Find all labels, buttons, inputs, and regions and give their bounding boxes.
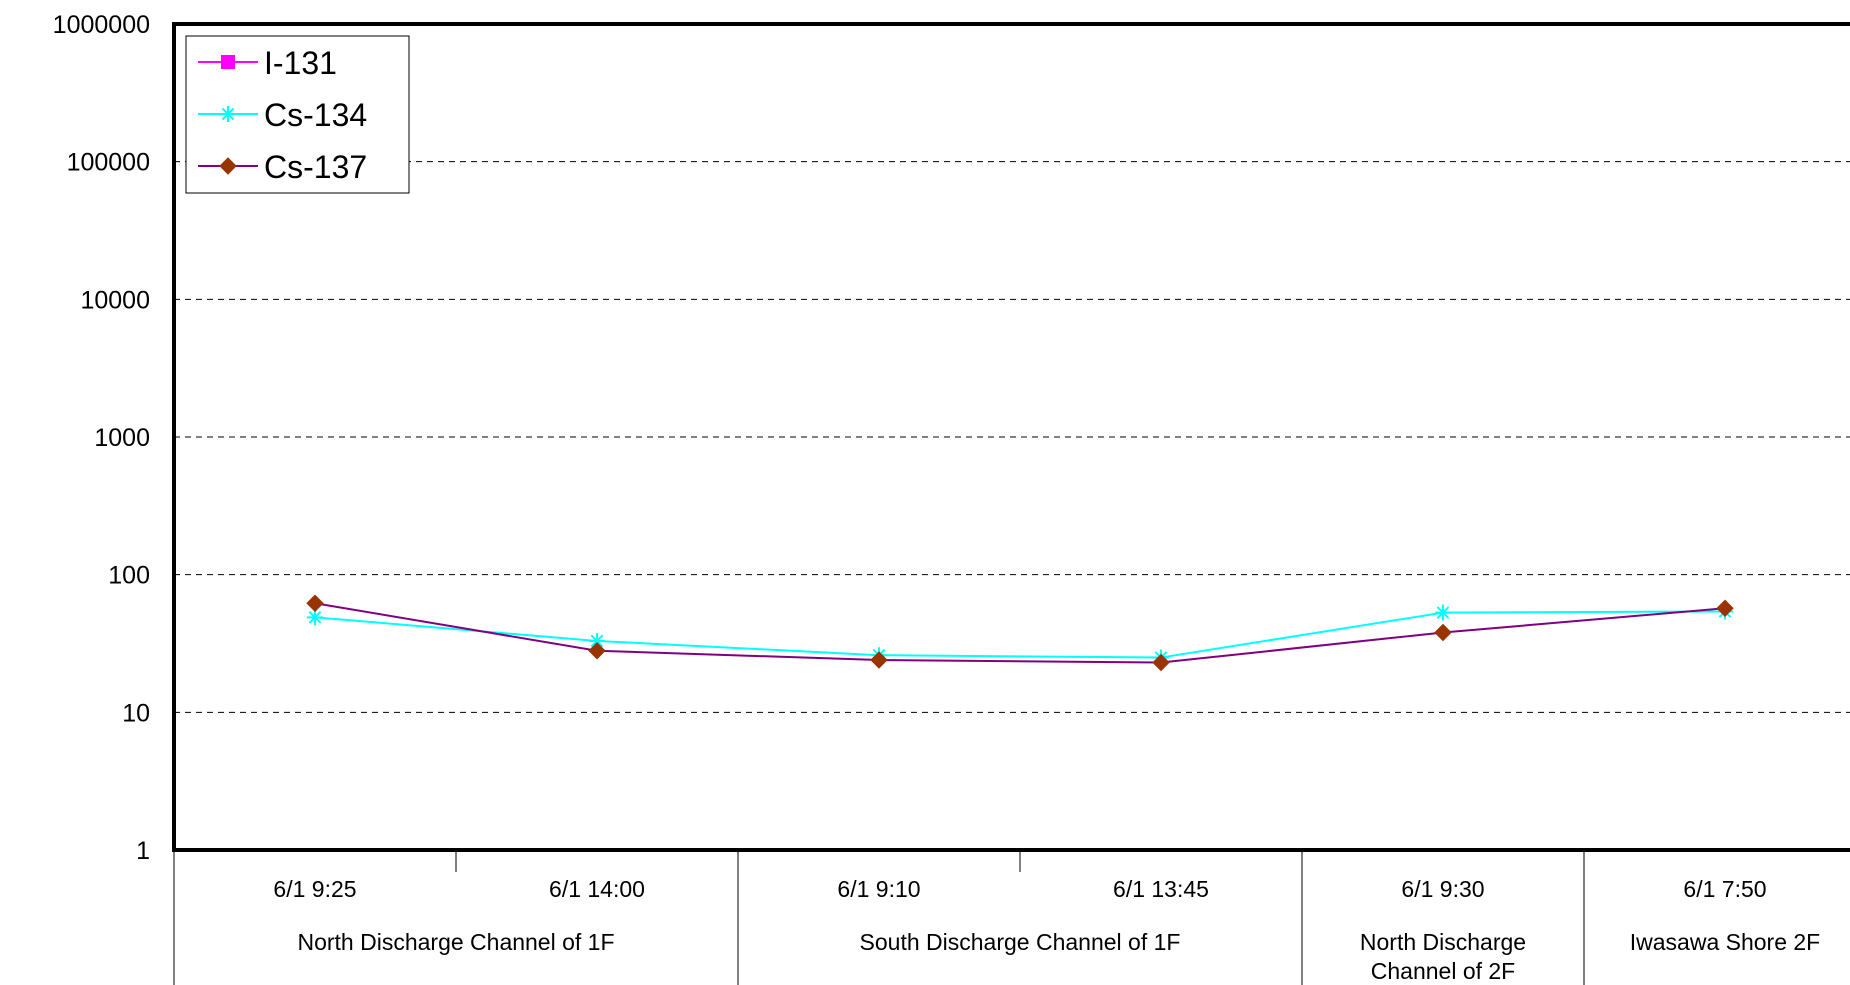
series-marker <box>307 609 323 626</box>
series-line <box>314 602 1726 664</box>
y-tick-label: 1 <box>136 837 150 865</box>
series-marker <box>588 642 606 660</box>
series-marker <box>870 651 888 669</box>
gridlines <box>174 161 1850 713</box>
legend-label: Cs-137 <box>264 149 367 185</box>
plot-frame <box>172 22 1850 852</box>
y-tick-label: 100 <box>108 562 150 590</box>
x-axis: 6/1 9:25 6/1 14:00 6/1 9:10 6/1 13:45 6/1 9:… <box>173 850 1820 985</box>
x-tick-label: 6/1 7:50 <box>1683 876 1766 902</box>
y-tick-label: 10 <box>122 699 150 727</box>
series-line <box>314 610 1726 659</box>
series-marker <box>1434 623 1452 642</box>
legend: I-131 Cs-134 Cs-137 <box>185 35 410 194</box>
y-axis: 1 10 100 1000 10000 100000 1000000 <box>53 11 150 865</box>
series-marker <box>1716 599 1734 617</box>
y-tick-label: 100000 <box>67 149 150 177</box>
legend-label: Cs-134 <box>264 97 367 133</box>
x-tick-label: 6/1 9:25 <box>273 876 356 902</box>
x-group-label: North Discharge <box>1360 929 1526 955</box>
series-marker <box>1435 604 1451 621</box>
x-tick-label: 6/1 14:00 <box>549 876 645 902</box>
x-group-label: North Discharge Channel of 1F <box>297 929 614 955</box>
series-marker <box>219 157 237 175</box>
x-group-label: Channel of 2F <box>1371 958 1515 984</box>
x-tick-label: 6/1 9:10 <box>837 876 920 902</box>
legend-label: I-131 <box>264 45 337 81</box>
x-group-label: Iwasawa Shore 2F <box>1630 929 1820 955</box>
series-layer <box>306 594 1734 672</box>
series-marker <box>221 55 235 69</box>
x-tick-label: 6/1 13:45 <box>1113 876 1209 902</box>
series-marker <box>306 594 324 612</box>
y-tick-label: 1000 <box>94 424 150 452</box>
series-marker <box>220 106 236 122</box>
y-tick-label: 10000 <box>80 286 150 314</box>
x-group-label: South Discharge Channel of 1F <box>860 929 1181 955</box>
series-marker <box>1152 653 1170 672</box>
y-tick-label: 1000000 <box>53 11 150 39</box>
series-marker <box>589 632 605 649</box>
x-tick-label: 6/1 9:30 <box>1401 876 1484 902</box>
